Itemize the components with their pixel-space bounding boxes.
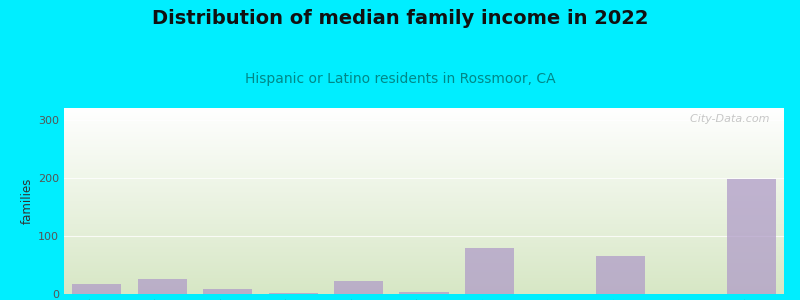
Text: City-Data.com: City-Data.com [683, 114, 770, 124]
Text: Distribution of median family income in 2022: Distribution of median family income in … [152, 9, 648, 28]
Bar [596, 256, 645, 294]
Bar [72, 284, 122, 294]
Bar [334, 281, 383, 294]
Bar [138, 280, 186, 294]
Bar [726, 179, 776, 294]
Bar [203, 289, 252, 294]
Bar [465, 248, 514, 294]
Text: Hispanic or Latino residents in Rossmoor, CA: Hispanic or Latino residents in Rossmoor… [245, 72, 555, 86]
Bar [269, 293, 318, 294]
Bar [399, 292, 449, 294]
Y-axis label: families: families [21, 178, 34, 224]
